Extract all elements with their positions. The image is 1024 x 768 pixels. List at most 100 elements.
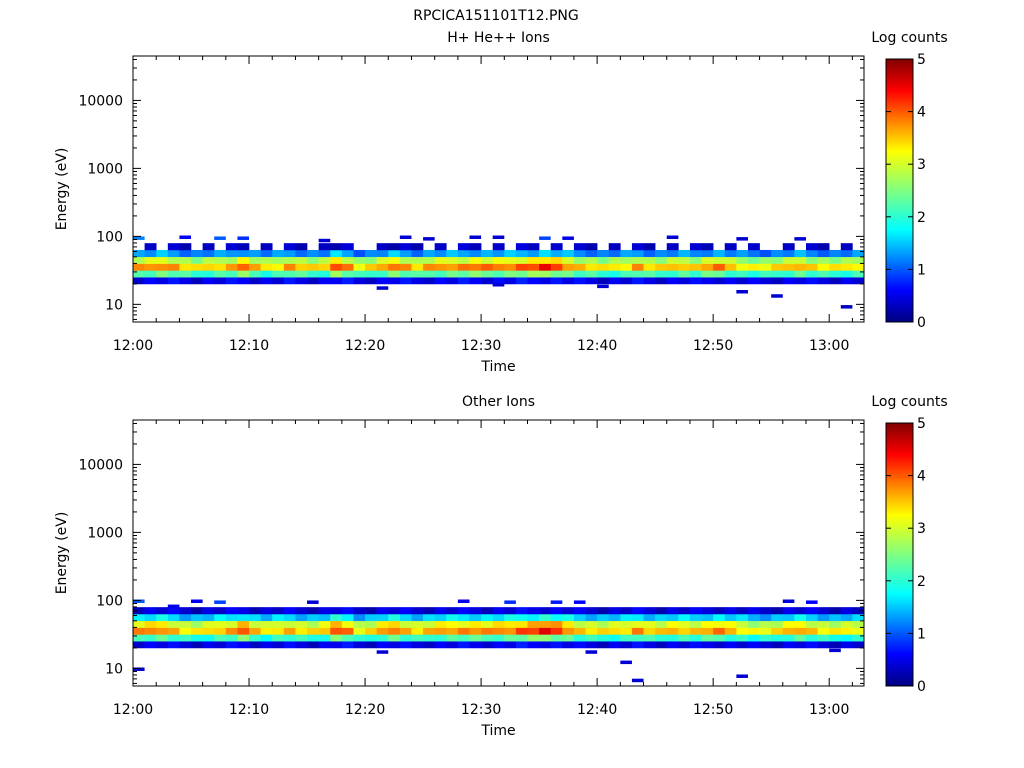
- heatmap-cell: [179, 256, 192, 264]
- heatmap-cell: [585, 613, 598, 622]
- heatmap-cell: [666, 627, 679, 635]
- heatmap-cell: [504, 600, 516, 604]
- heatmap-cell: [283, 243, 296, 251]
- heatmap-cell: [353, 256, 366, 264]
- heatmap-cell: [307, 263, 319, 271]
- heatmap-cell: [318, 277, 331, 285]
- y-tick-label: 100: [96, 229, 123, 245]
- heatmap-cell: [747, 607, 760, 615]
- heatmap-cell: [655, 627, 668, 635]
- heatmap-cell: [307, 620, 319, 628]
- heatmap-cell: [562, 620, 575, 628]
- colorbar-tick-label: 5: [917, 416, 926, 432]
- heatmap-cell: [272, 634, 285, 642]
- heatmap-cell: [666, 270, 679, 278]
- heatmap-cell: [481, 256, 493, 264]
- heatmap-cell: [376, 270, 389, 278]
- heatmap-cell: [411, 277, 424, 285]
- heatmap-cell: [341, 270, 354, 278]
- heatmap-cell: [771, 263, 784, 271]
- heatmap-cell: [631, 243, 644, 251]
- heatmap-cell: [794, 627, 807, 635]
- heatmap-cell: [689, 607, 702, 615]
- heatmap-cell: [713, 256, 726, 264]
- heatmap-cell: [504, 270, 517, 278]
- heatmap-cell: [724, 263, 737, 271]
- heatmap-cell: [550, 634, 563, 642]
- heatmap-cell: [515, 256, 528, 264]
- heatmap-cell: [307, 613, 319, 622]
- heatmap-cell: [759, 256, 772, 264]
- heatmap-cells: [133, 599, 865, 683]
- heatmap-cell: [225, 620, 238, 628]
- heatmap-cell: [191, 277, 203, 285]
- heatmap-cell: [167, 627, 180, 635]
- heatmap-cell: [249, 263, 261, 271]
- heatmap-cell: [411, 641, 424, 649]
- heatmap-cell: [597, 620, 610, 628]
- heatmap-cell: [585, 620, 598, 628]
- heatmap-cell: [225, 256, 238, 264]
- colorbar-tick-label: 4: [917, 469, 926, 485]
- heatmap-cell: [434, 607, 447, 615]
- heatmap-cell: [225, 277, 238, 285]
- heatmap-cell: [237, 620, 250, 628]
- heatmap-cell: [736, 277, 749, 285]
- heatmap-cell: [747, 256, 760, 264]
- heatmap-cell: [736, 620, 749, 628]
- heatmap-cell: [341, 263, 354, 271]
- heatmap-cell: [457, 277, 470, 285]
- heatmap-cell: [167, 243, 180, 251]
- heatmap-cell: [481, 607, 493, 615]
- heatmap-cell: [597, 277, 610, 285]
- colorbar-label: Log counts: [871, 30, 947, 46]
- heatmap-cell: [191, 627, 203, 635]
- heatmap-cell: [689, 263, 702, 271]
- heatmap-cell: [689, 243, 702, 251]
- heatmap-cell: [295, 270, 308, 278]
- heatmap-cell: [318, 243, 331, 251]
- heatmap-cell: [597, 627, 610, 635]
- heatmap-cell: [179, 620, 192, 628]
- heatmap-cell: [167, 263, 180, 271]
- heatmap-cell: [191, 634, 203, 642]
- heatmap-cell: [817, 620, 830, 628]
- heatmap-cell: [550, 607, 563, 615]
- heatmap-cell: [747, 243, 760, 251]
- heatmap-cell: [689, 641, 702, 649]
- heatmap-cell: [771, 607, 784, 615]
- heatmap-cell: [515, 641, 528, 649]
- heatmap-cell: [237, 263, 250, 271]
- heatmap-cell: [411, 249, 424, 258]
- heatmap-cell: [782, 270, 795, 278]
- heatmap-cell: [504, 620, 517, 628]
- heatmap-cell: [283, 256, 296, 264]
- heatmap-cell: [133, 627, 145, 635]
- heatmap-cell: [689, 256, 702, 264]
- heatmap-cell: [283, 613, 296, 622]
- heatmap-cell: [840, 634, 853, 642]
- heatmap-cell: [597, 613, 610, 622]
- heatmap-cell: [852, 263, 865, 271]
- heatmap-cell: [562, 634, 575, 642]
- heatmap-cell: [191, 613, 203, 622]
- heatmap-cell: [805, 620, 818, 628]
- heatmap-cell: [365, 277, 377, 285]
- heatmap-cell: [631, 627, 644, 635]
- heatmap-cell: [249, 613, 261, 622]
- heatmap-cell: [167, 277, 180, 285]
- heatmap-cell: [527, 263, 540, 271]
- heatmap-cell: [423, 620, 435, 628]
- heatmap-cell: [759, 620, 772, 628]
- heatmap-cell: [829, 277, 842, 285]
- heatmap-cell: [133, 256, 145, 264]
- heatmap-cell: [771, 270, 784, 278]
- heatmap-cell: [736, 256, 749, 264]
- heatmap-cell: [655, 641, 668, 649]
- heatmap-cell: [771, 641, 784, 649]
- heatmap-cell: [492, 256, 505, 264]
- heatmap-cell: [573, 607, 586, 615]
- heatmap-cell: [597, 634, 610, 642]
- heatmap-cell: [260, 270, 273, 278]
- heatmap-cell: [562, 256, 575, 264]
